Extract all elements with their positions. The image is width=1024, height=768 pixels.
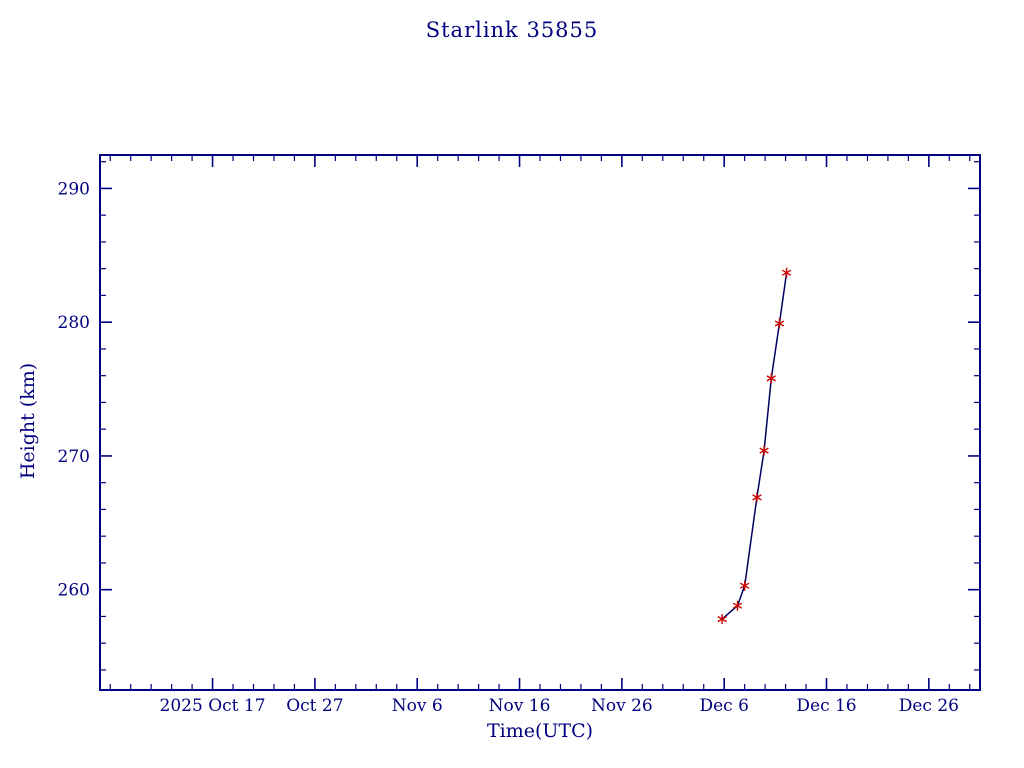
y-tick-label: 290 <box>58 179 90 199</box>
y-tick-label: 260 <box>58 581 90 601</box>
x-tick-label: Dec 26 <box>899 696 959 716</box>
y-tick-label: 270 <box>58 447 90 467</box>
data-point-star-icon <box>781 269 792 276</box>
x-axis-label: Time(UTC) <box>486 720 594 742</box>
x-tick-label: Dec 16 <box>796 696 856 716</box>
x-tick-label: Nov 16 <box>489 696 551 716</box>
y-tick-label: 280 <box>58 313 90 333</box>
data-point-star-icon <box>752 494 762 501</box>
data-point-star-icon <box>774 320 785 327</box>
x-tick-label: Nov 26 <box>591 696 653 716</box>
chart-title: Starlink 35855 <box>425 18 599 42</box>
x-tick-label: Dec 6 <box>699 696 748 716</box>
x-tick-label: Nov 6 <box>392 696 443 716</box>
x-tick-label: Oct 27 <box>286 696 343 716</box>
data-point-star-icon <box>739 582 750 589</box>
x-tick-label: 2025 Oct 17 <box>160 696 266 716</box>
data-point-star-icon <box>732 602 743 609</box>
data-point-star-icon <box>766 375 776 382</box>
data-point-star-icon <box>717 615 727 623</box>
data-line <box>721 272 788 620</box>
data-point-star-icon <box>759 447 769 454</box>
plot-frame <box>99 154 981 691</box>
